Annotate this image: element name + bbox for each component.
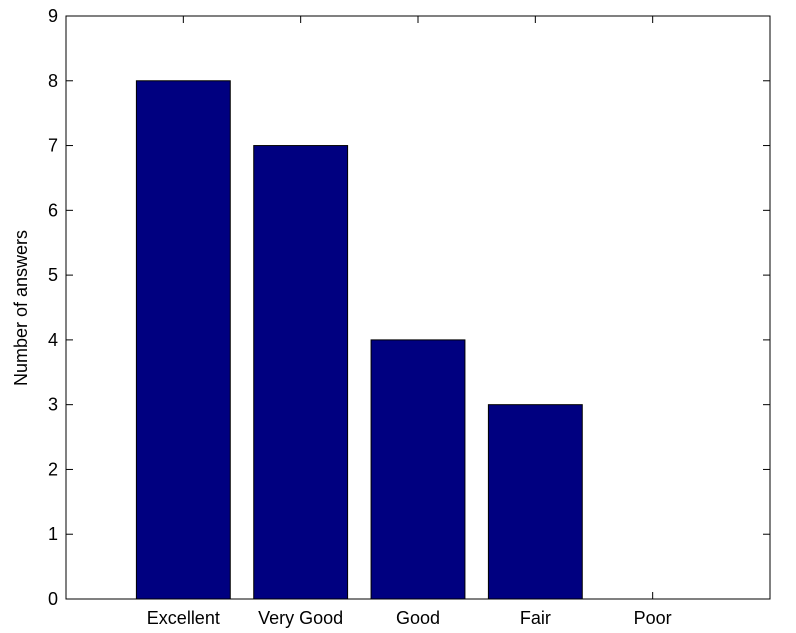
y-axis: 0 1 2 3 4 5 6 7 8 9 bbox=[48, 6, 770, 609]
x-tick-label: Poor bbox=[634, 608, 672, 628]
y-tick-label: 8 bbox=[48, 71, 58, 91]
bar-fair bbox=[487, 404, 583, 600]
y-tick-label: 5 bbox=[48, 265, 58, 285]
y-tick-label: 3 bbox=[48, 395, 58, 415]
y-tick-label: 6 bbox=[48, 200, 58, 220]
bar-good bbox=[370, 339, 466, 600]
x-tick-label: Good bbox=[396, 608, 440, 628]
x-tick-label: Fair bbox=[520, 608, 551, 628]
y-tick-label: 0 bbox=[48, 589, 58, 609]
y-tick-label: 2 bbox=[48, 459, 58, 479]
y-tick-label: 1 bbox=[48, 524, 58, 544]
bar-series bbox=[135, 80, 583, 600]
x-tick-label: Very Good bbox=[258, 608, 343, 628]
bar-excellent bbox=[135, 80, 231, 600]
y-axis-title: Number of answers bbox=[11, 230, 31, 386]
bar-very-good bbox=[253, 145, 349, 600]
y-tick-label: 9 bbox=[48, 6, 58, 26]
x-tick-label: Excellent bbox=[147, 608, 220, 628]
y-tick-label: 4 bbox=[48, 330, 58, 350]
y-tick-label: 7 bbox=[48, 136, 58, 156]
x-axis: Excellent Very Good Good Fair Poor bbox=[147, 16, 672, 628]
